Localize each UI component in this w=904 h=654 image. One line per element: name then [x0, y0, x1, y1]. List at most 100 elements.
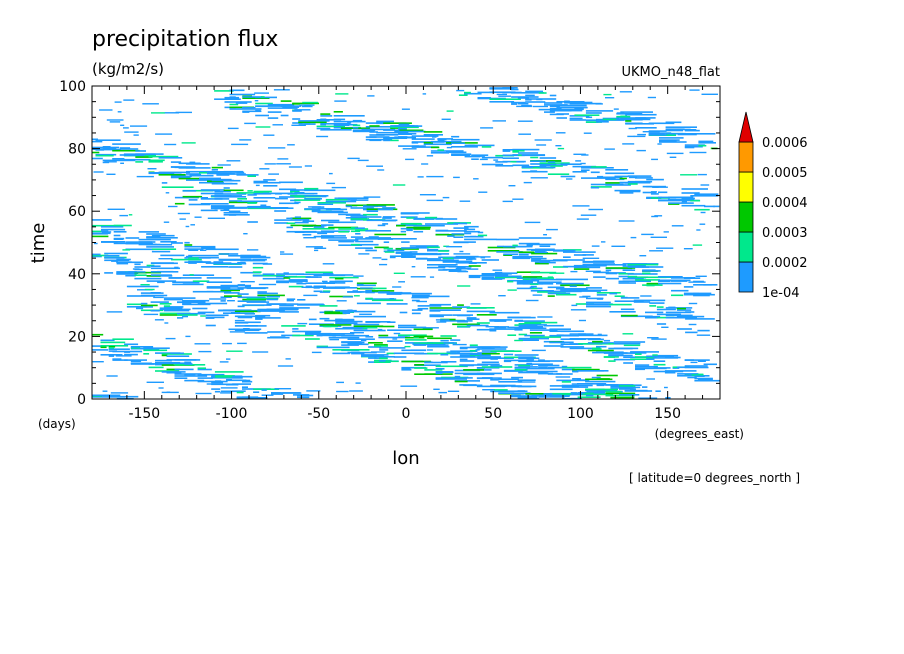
precip-cell: [511, 103, 518, 105]
precip-cell: [267, 117, 279, 119]
precip-cell: [698, 140, 714, 143]
precip-cell: [507, 279, 540, 282]
precip-cell: [182, 190, 197, 192]
precip-cell: [150, 274, 172, 276]
precip-cell: [255, 109, 261, 112]
precip-cell: [623, 362, 633, 364]
precip-cell: [154, 319, 164, 321]
colorbar-level-label: 0.0002: [762, 256, 808, 271]
precip-cell: [125, 242, 153, 245]
precip-cell: [511, 88, 519, 91]
precip-cell: [512, 257, 531, 260]
precip-cell: [451, 154, 471, 156]
precip-cell: [538, 394, 571, 396]
precip-cell: [550, 165, 563, 167]
precip-cell: [694, 208, 710, 211]
precip-cell: [200, 249, 207, 251]
precip-cell: [622, 280, 651, 282]
precip-cell: [302, 224, 322, 227]
precip-cell: [398, 132, 417, 135]
precip-cell: [619, 386, 641, 389]
precip-cell: [512, 148, 540, 151]
precip-cell: [266, 308, 298, 311]
precip-cell: [401, 108, 410, 110]
precip-cell: [481, 163, 504, 166]
precip-cell: [171, 258, 202, 261]
precip-cell: [560, 334, 571, 337]
precip-cell: [413, 224, 445, 227]
precip-cell: [146, 280, 177, 282]
precip-cell: [466, 258, 473, 261]
precip-cell: [387, 321, 396, 323]
precip-cell: [101, 226, 124, 228]
precip-cell: [158, 157, 183, 159]
precip-cell: [671, 289, 689, 292]
precip-cell: [168, 277, 202, 279]
precip-cell: [369, 128, 396, 131]
precip-cell: [614, 295, 625, 297]
precip-cell: [507, 334, 517, 336]
precip-cell: [618, 282, 636, 284]
precip-cell: [532, 105, 548, 108]
precip-cell: [358, 253, 370, 255]
precip-cell: [630, 352, 647, 354]
precip-cell: [481, 347, 495, 350]
precip-cell: [549, 395, 570, 397]
precip-cell: [401, 369, 412, 371]
precip-cell: [170, 161, 182, 163]
precip-cell: [395, 252, 412, 254]
precip-cell: [226, 160, 241, 162]
precip-cell: [560, 175, 576, 178]
precip-cell: [410, 276, 426, 278]
precip-cell: [481, 156, 503, 159]
colorbar-level-label: 0.0005: [762, 166, 808, 181]
precip-cell: [100, 345, 129, 347]
precip-cell: [411, 294, 430, 297]
precip-cell: [651, 338, 667, 340]
precip-cell: [622, 269, 636, 271]
precip-cell: [693, 292, 699, 295]
precip-cell: [587, 338, 604, 341]
precip-cell: [294, 109, 311, 111]
y-axis-units: (days): [38, 417, 76, 431]
precip-cell: [104, 161, 117, 163]
precip-cell: [530, 163, 557, 165]
precip-cell: [197, 311, 215, 314]
precip-cell: [605, 97, 615, 99]
precip-cell: [482, 377, 493, 379]
precip-cell: [253, 391, 260, 393]
precip-cell: [469, 344, 478, 346]
precip-cell: [641, 233, 654, 236]
precip-cell: [377, 238, 393, 240]
precip-cell: [593, 276, 606, 278]
precip-cell: [539, 166, 556, 169]
precip-cell: [459, 356, 476, 358]
precip-cell: [457, 325, 471, 328]
precip-cell: [569, 102, 602, 105]
precip-cell: [526, 363, 553, 365]
precip-cell: [308, 318, 317, 321]
precip-cell: [648, 133, 665, 135]
precip-cell: [276, 163, 291, 165]
precip-cell: [181, 142, 196, 144]
precip-cell: [569, 338, 601, 340]
precip-cell: [365, 326, 378, 329]
precip-cell: [382, 207, 396, 209]
precip-cell: [276, 280, 308, 282]
precip-cell: [372, 257, 382, 259]
precip-cell: [438, 250, 449, 252]
precip-cell: [577, 383, 607, 385]
y-tick-label: 20: [68, 329, 86, 345]
precip-cell: [585, 116, 593, 119]
precip-cell: [596, 345, 607, 348]
precip-cell: [619, 177, 627, 180]
precip-cell: [442, 257, 475, 259]
precip-cell: [619, 190, 641, 193]
precip-cell: [161, 354, 168, 357]
precip-cell: [647, 315, 661, 318]
precip-cell: [569, 119, 586, 121]
precip-cell: [530, 285, 537, 288]
precip-cell: [320, 113, 331, 115]
precip-cell: [263, 185, 278, 187]
precip-cell: [618, 220, 635, 222]
